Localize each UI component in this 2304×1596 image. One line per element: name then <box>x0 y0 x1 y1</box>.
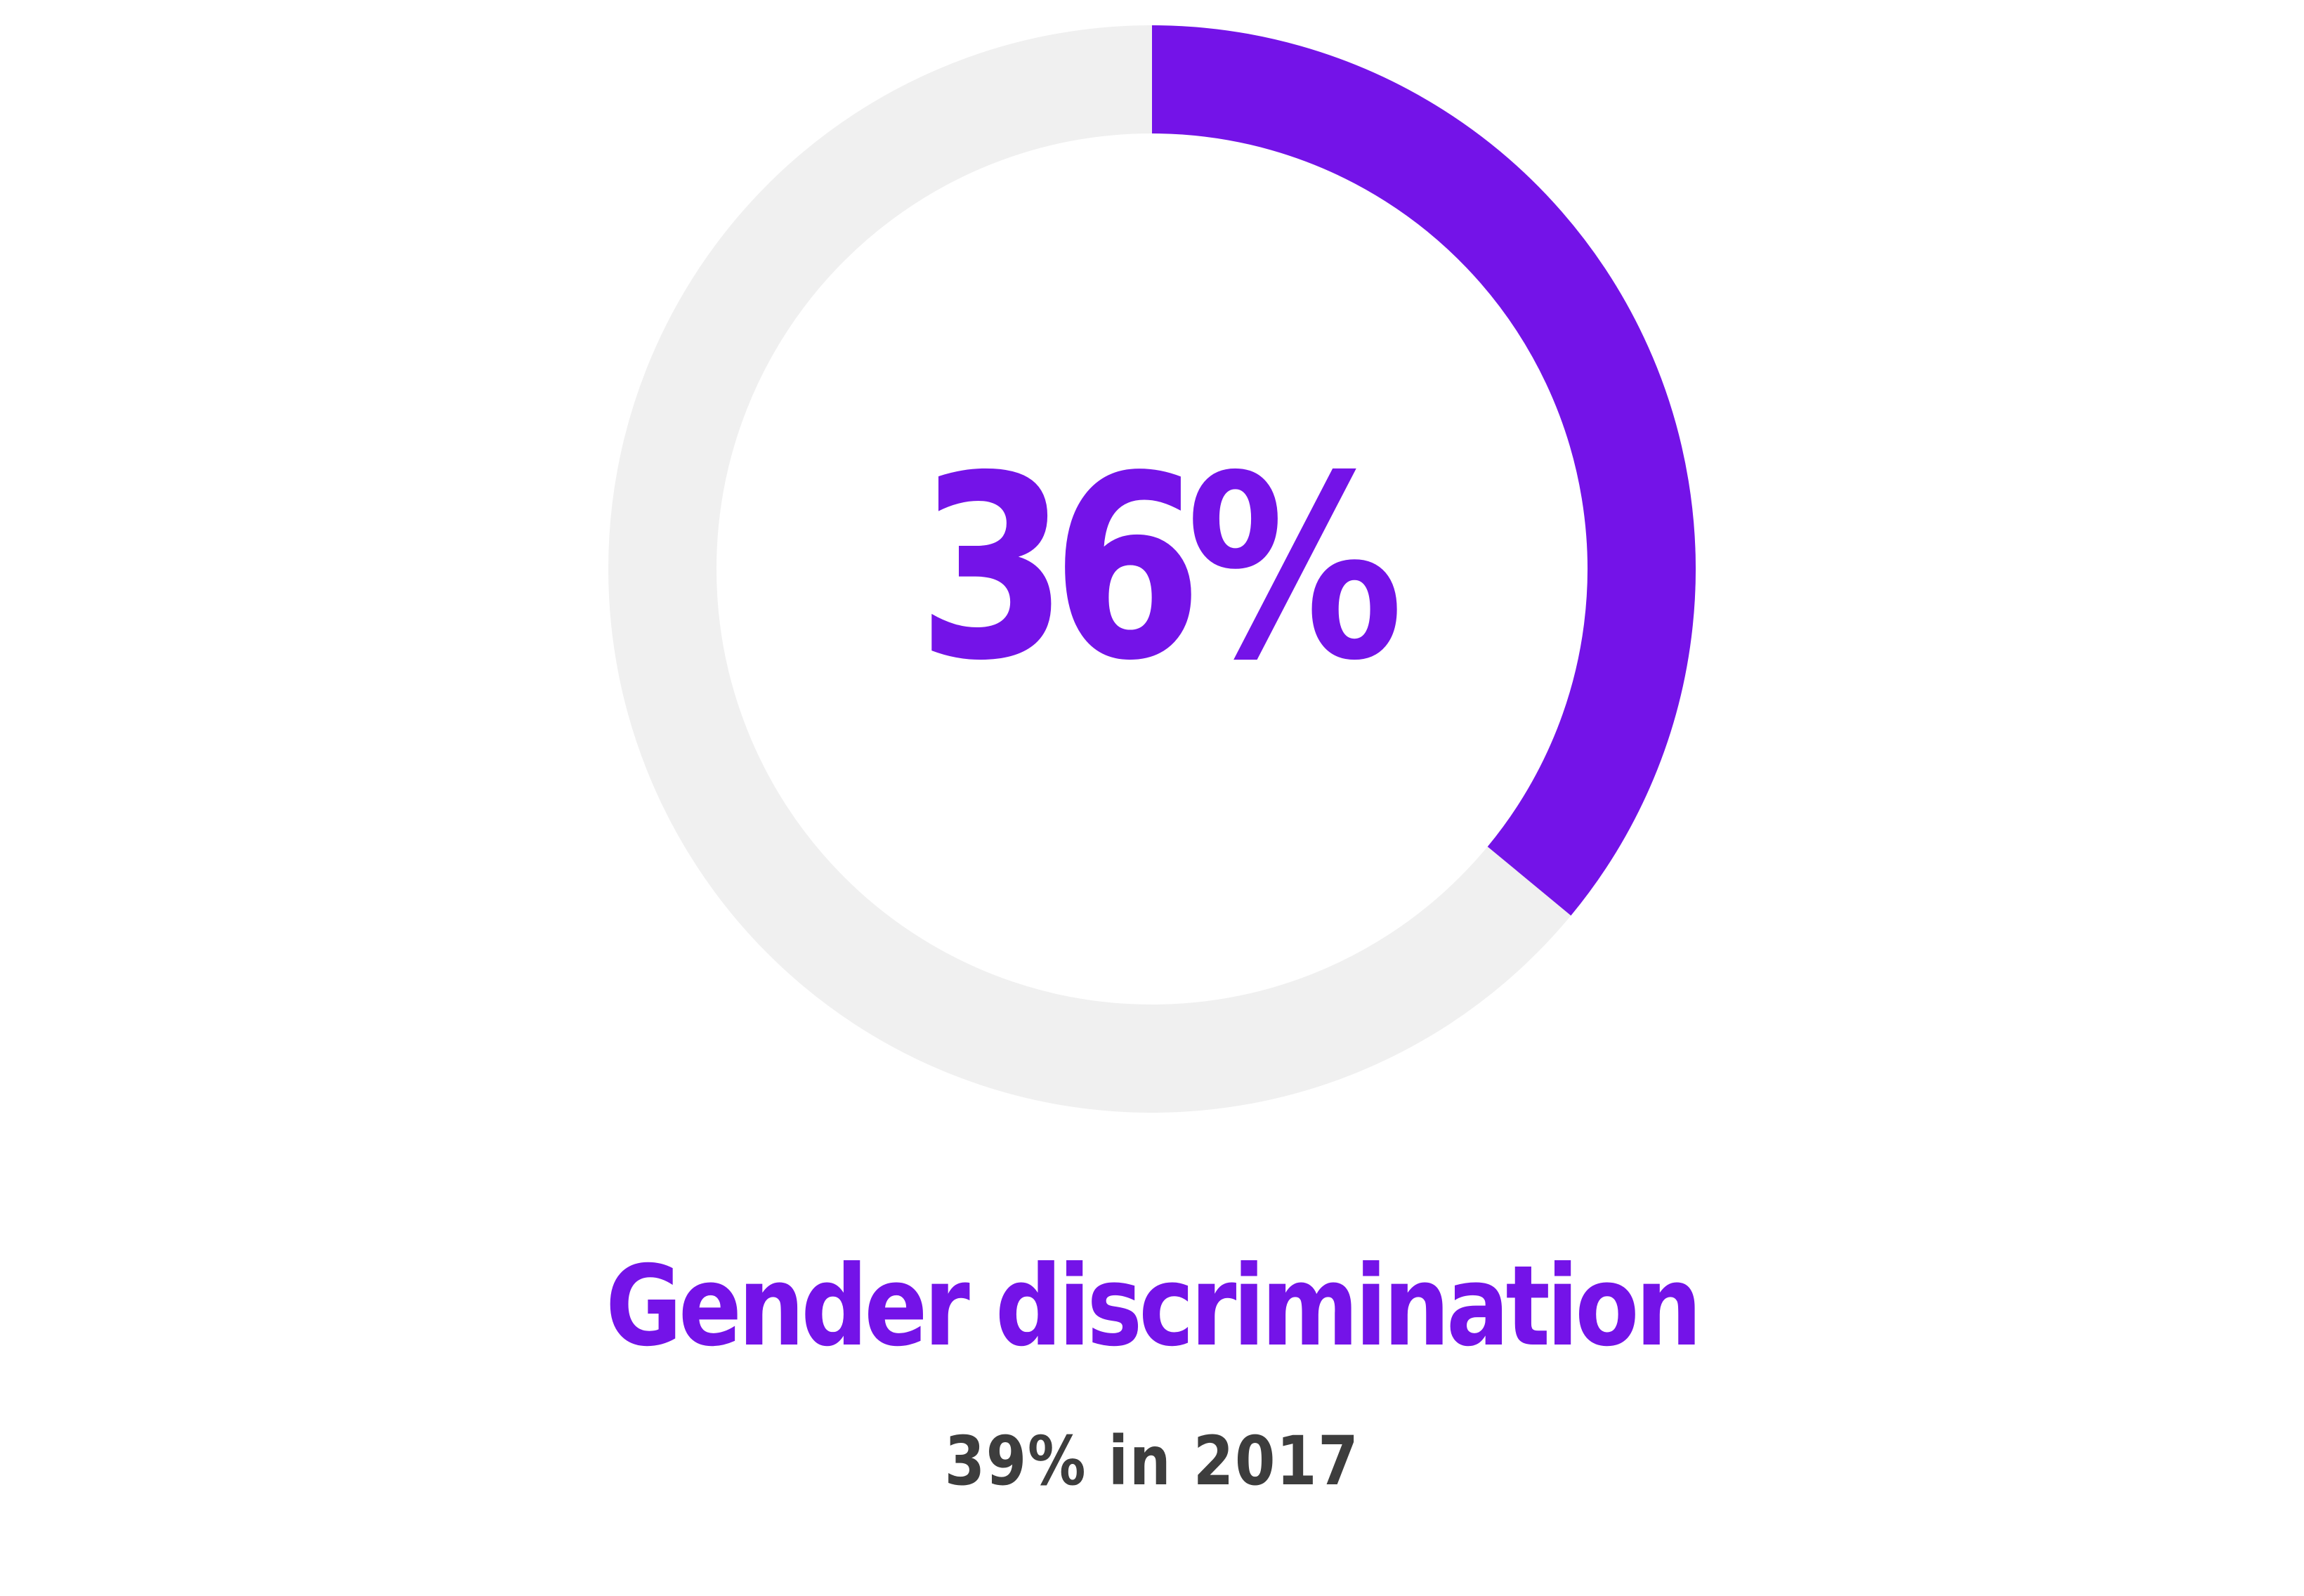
donut-value-arc <box>1151 25 1696 916</box>
chart-title: Gender discrimination <box>606 1242 1702 1371</box>
donut-center-value: 36% <box>917 421 1404 716</box>
chart-subtitle: 39% in 2017 <box>944 1422 1360 1500</box>
